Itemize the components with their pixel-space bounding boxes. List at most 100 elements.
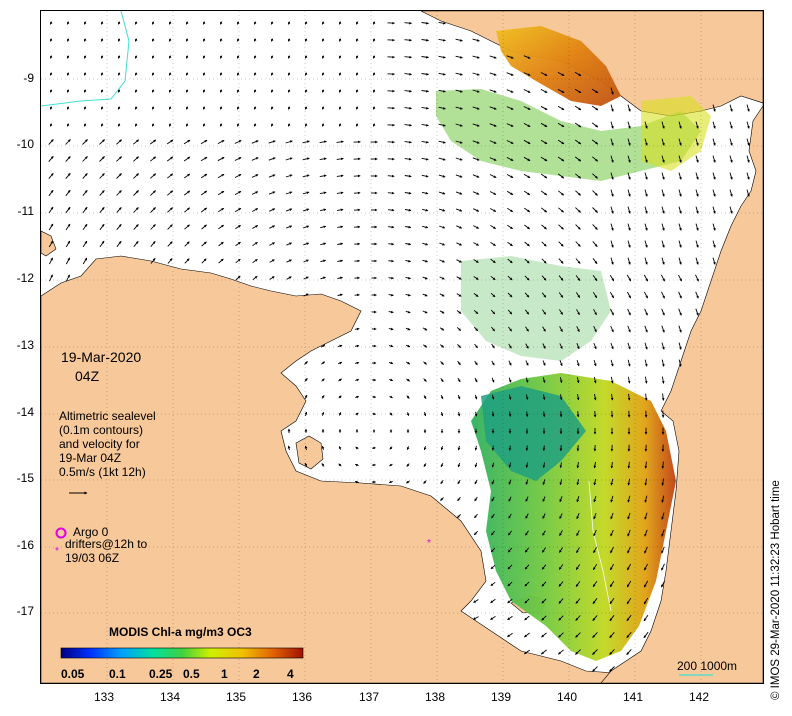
velocity-arrow xyxy=(404,208,412,212)
velocity-arrow xyxy=(269,208,276,212)
velocity-arrow xyxy=(457,462,461,468)
velocity-arrow xyxy=(593,376,597,384)
velocity-arrow xyxy=(575,224,581,230)
velocity-arrow xyxy=(661,308,665,316)
velocity-arrow xyxy=(304,411,308,417)
velocity-arrow xyxy=(133,190,139,196)
velocity-arrow xyxy=(49,72,53,76)
velocity-arrow xyxy=(490,616,496,620)
velocity-arrow xyxy=(387,191,395,195)
velocity-arrow xyxy=(304,445,308,451)
velocity-arrow xyxy=(438,21,446,25)
velocity-arrow xyxy=(575,598,581,604)
velocity-arrow xyxy=(591,122,599,128)
velocity-arrow xyxy=(610,359,614,367)
velocity-arrow xyxy=(354,463,359,467)
velocity-arrow xyxy=(321,38,325,42)
velocity-arrow xyxy=(593,325,597,333)
velocity-arrow xyxy=(48,139,54,145)
velocity-arrow xyxy=(236,123,240,127)
velocity-arrow xyxy=(421,123,429,127)
velocity-arrow xyxy=(252,275,258,281)
velocity-arrow xyxy=(286,276,292,280)
velocity-arrow xyxy=(438,72,446,76)
velocity-arrow xyxy=(338,106,342,110)
velocity-arrow xyxy=(558,598,564,604)
velocity-arrow xyxy=(287,123,291,127)
velocity-arrow xyxy=(49,89,53,93)
velocity-arrow xyxy=(269,259,275,263)
velocity-arrow xyxy=(695,121,699,129)
velocity-arrow xyxy=(661,291,665,299)
velocity-arrow xyxy=(440,445,444,451)
map-area[interactable]: * * 19-Mar-2020 04Z Altimetric sealevel … xyxy=(40,10,764,684)
velocity-arrow xyxy=(661,495,665,503)
velocity-arrow xyxy=(116,190,122,196)
velocity-arrow xyxy=(184,207,190,213)
velocity-arrow xyxy=(678,155,682,163)
velocity-arrow xyxy=(558,564,564,570)
velocity-arrow xyxy=(65,189,71,197)
velocity-arrow xyxy=(474,377,478,383)
velocity-arrow xyxy=(457,411,461,417)
velocity-arrow xyxy=(285,140,293,144)
velocity-arrow xyxy=(270,89,274,93)
velocity-arrow xyxy=(678,325,682,333)
velocity-arrow xyxy=(440,344,445,348)
y-tick-label: -14 xyxy=(16,405,34,419)
velocity-arrow xyxy=(524,241,530,247)
velocity-arrow xyxy=(508,530,512,536)
velocity-arrow xyxy=(574,71,582,77)
velocity-arrow xyxy=(456,310,462,314)
velocity-arrow xyxy=(134,89,138,93)
colorbar-tick: 1 xyxy=(221,667,228,681)
velocity-arrow xyxy=(592,581,598,588)
velocity-arrow xyxy=(406,446,410,451)
velocity-arrow xyxy=(457,394,461,400)
velocity-arrow xyxy=(336,174,344,178)
velocity-arrow xyxy=(491,377,495,383)
velocity-arrow xyxy=(559,479,563,486)
velocity-arrow xyxy=(321,72,325,76)
velocity-arrow xyxy=(270,38,274,42)
velocity-arrow xyxy=(575,564,581,570)
velocity-arrow xyxy=(355,361,360,365)
velocity-arrow xyxy=(540,72,548,76)
velocity-arrow xyxy=(540,649,547,655)
velocity-arrow xyxy=(218,224,224,230)
land-arnhem xyxy=(41,255,763,683)
velocity-arrow xyxy=(217,156,225,162)
velocity-arrow xyxy=(202,123,206,127)
velocity-arrow xyxy=(167,241,173,247)
velocity-arrow xyxy=(253,89,257,93)
velocity-arrow xyxy=(201,241,207,247)
velocity-arrow xyxy=(472,140,480,144)
velocity-arrow xyxy=(592,224,598,230)
velocity-arrow xyxy=(457,377,461,383)
x-tick-label: 133 xyxy=(93,690,115,704)
velocity-arrow xyxy=(167,207,173,213)
velocity-arrow xyxy=(65,156,71,162)
velocity-arrow xyxy=(287,38,291,42)
velocity-arrow xyxy=(592,275,598,282)
velocity-arrow xyxy=(219,123,223,127)
velocity-arrow xyxy=(269,242,275,246)
velocity-arrow xyxy=(559,530,563,536)
velocity-arrow xyxy=(235,241,241,247)
velocity-arrow xyxy=(542,411,546,418)
velocity-arrow xyxy=(523,123,531,127)
velocity-arrow xyxy=(610,172,614,180)
velocity-arrow xyxy=(575,632,581,638)
velocity-arrow xyxy=(422,327,428,331)
velocity-arrow xyxy=(508,411,512,417)
velocity-arrow xyxy=(474,513,478,519)
velocity-arrow xyxy=(253,55,257,59)
y-tick-label: -16 xyxy=(16,538,34,552)
velocity-arrow xyxy=(150,156,157,162)
velocity-arrow xyxy=(557,156,565,162)
velocity-arrow xyxy=(234,140,242,144)
velocity-arrow xyxy=(523,190,531,196)
velocity-arrow xyxy=(695,206,699,214)
velocity-arrow xyxy=(49,38,53,42)
velocity-arrow xyxy=(661,223,665,231)
